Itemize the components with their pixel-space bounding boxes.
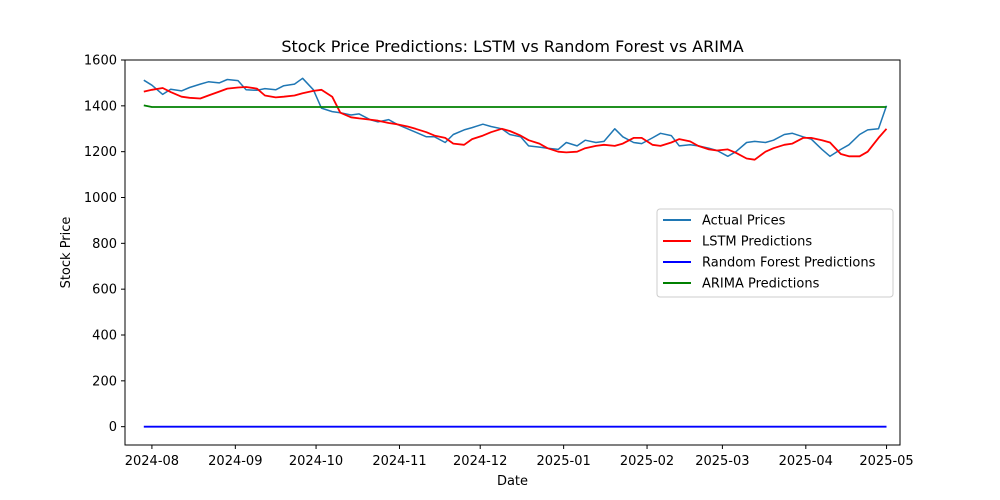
y-tick-label: 1600 — [84, 54, 117, 69]
x-tick-label: 2025-03 — [695, 454, 749, 469]
legend-label: Actual Prices — [702, 214, 786, 229]
y-tick-label: 400 — [92, 329, 117, 344]
plot-frame — [124, 59, 901, 446]
y-tick-label: 1000 — [84, 191, 117, 206]
x-tick-label: 2025-02 — [620, 454, 674, 469]
series-layer — [143, 77, 888, 428]
x-tick-label: 2024-12 — [453, 454, 507, 469]
x-tick-label: 2024-11 — [372, 454, 426, 469]
y-tick-label: 0 — [109, 420, 117, 435]
y-tick-label: 200 — [92, 374, 117, 389]
y-tick-label: 1400 — [84, 99, 117, 114]
x-tick-label: 2025-05 — [859, 454, 913, 469]
y-tick-label: 800 — [92, 237, 117, 252]
x-tick-label: 2024-09 — [208, 454, 262, 469]
legend-label: LSTM Predictions — [702, 235, 812, 250]
x-tick-label: 2024-08 — [125, 454, 179, 469]
legend-label: ARIMA Predictions — [702, 277, 820, 292]
y-axis: 0 200 400 600 800 1000 1200 1400 1600 — [84, 54, 125, 435]
legend-box — [656, 208, 894, 298]
x-tick-label: 2024-10 — [289, 454, 343, 469]
x-axis: 2024-08 2024-09 2024-10 2024-11 2024-12 2025-… — [125, 445, 914, 469]
series-line-lstm-predictions — [143, 86, 888, 161]
y-tick-label: 600 — [92, 283, 117, 298]
chart-title: Stock Price Predictions: LSTM vs Random … — [281, 37, 743, 56]
series-line-actual-prices — [143, 77, 888, 158]
x-axis-title: Date — [497, 474, 528, 489]
x-tick-label: 2025-04 — [779, 454, 833, 469]
series-line-arima-predictions — [143, 104, 887, 108]
y-tick-label: 1200 — [84, 145, 117, 160]
x-tick-label: 2025-01 — [536, 454, 590, 469]
legend-label: Random Forest Predictions — [702, 256, 876, 271]
y-axis-title: Stock Price — [59, 217, 74, 289]
legend: Actual Prices LSTM Predictions Random Fore… — [656, 208, 894, 298]
